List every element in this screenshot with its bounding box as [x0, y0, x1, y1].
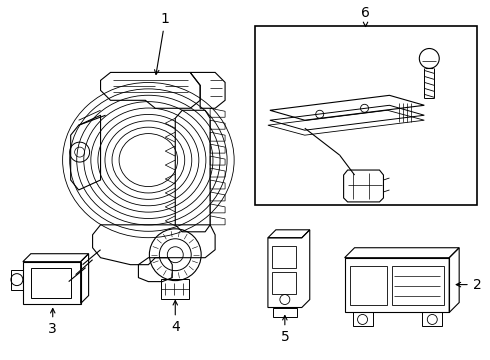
Text: 2: 2 [456, 278, 482, 292]
Text: 4: 4 [171, 301, 180, 334]
Text: 6: 6 [361, 6, 370, 27]
Bar [31, 268, 71, 298]
Bar [272, 246, 296, 268]
Bar [344, 258, 449, 312]
Bar [392, 266, 444, 305]
Bar [23, 262, 81, 303]
Bar [255, 26, 477, 205]
Bar [272, 272, 296, 293]
Text: 3: 3 [49, 309, 57, 337]
Text: 5: 5 [280, 315, 289, 345]
Bar [349, 266, 388, 305]
Bar [161, 279, 189, 298]
Text: 1: 1 [154, 12, 170, 75]
